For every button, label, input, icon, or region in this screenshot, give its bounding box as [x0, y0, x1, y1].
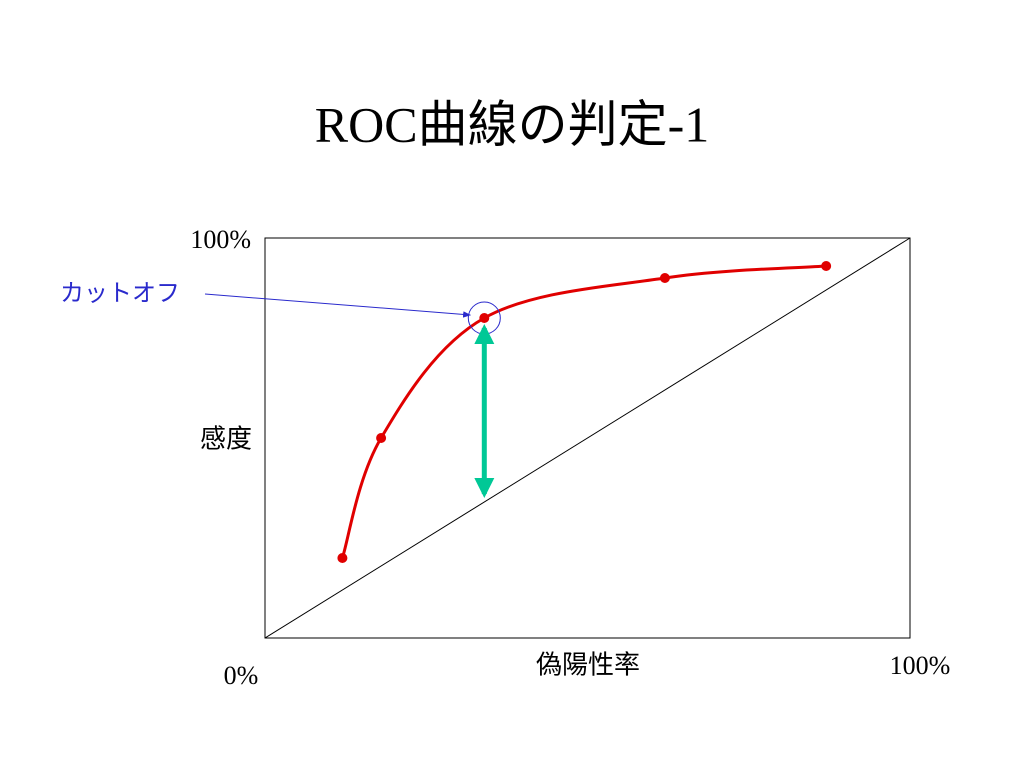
roc-curve [340, 264, 827, 559]
cutoff-label: カットオフ [60, 279, 180, 307]
data-point [337, 553, 348, 563]
x-axis-label: 偽陽性率 [536, 651, 640, 681]
data-point [376, 433, 387, 443]
x-tick-label: 0% [224, 661, 259, 690]
data-point [659, 273, 670, 283]
x-tick-label: 100% [890, 651, 951, 680]
y-tick-label: 100% [190, 225, 251, 254]
title: ROC曲線の判定-1 [315, 96, 709, 152]
y-axis-label: 感度 [200, 425, 252, 455]
data-point [821, 261, 832, 271]
diagonal [264, 237, 911, 639]
data-point [479, 313, 490, 323]
plot-frame [264, 237, 911, 639]
cutoff-arrow [204, 293, 472, 318]
